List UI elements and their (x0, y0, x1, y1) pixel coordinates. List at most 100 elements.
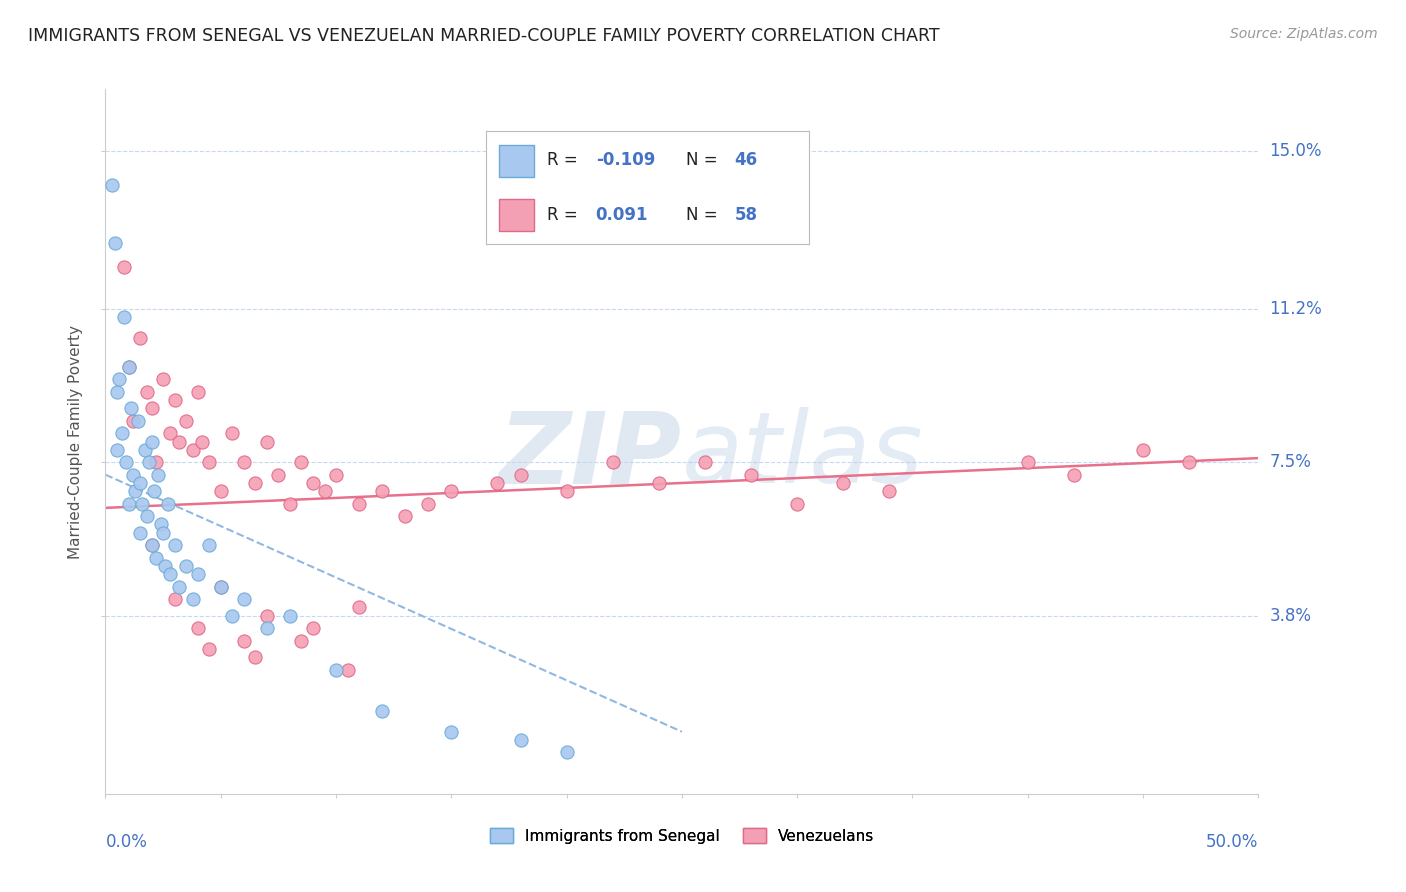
Point (129, 331, 152, 345)
Point (105, 384, 128, 399)
Point (167, 580, 190, 594)
Point (256, 608, 278, 623)
Text: 7.5%: 7.5% (1270, 453, 1312, 471)
Point (117, 497, 139, 511)
Point (602, 455, 624, 469)
Point (256, 434, 278, 449)
Text: 0.0%: 0.0% (105, 832, 148, 851)
Point (371, 484, 394, 499)
Point (347, 600, 370, 615)
Point (187, 621, 209, 635)
Point (127, 414, 149, 428)
Point (232, 592, 254, 607)
Legend: Immigrants from Senegal, Venezuelans: Immigrants from Senegal, Venezuelans (484, 822, 880, 850)
Point (141, 538, 163, 552)
Point (115, 455, 138, 469)
Point (440, 724, 463, 739)
Point (314, 484, 336, 499)
Point (156, 497, 179, 511)
Point (159, 567, 181, 582)
Point (152, 525, 174, 540)
Point (302, 475, 325, 490)
Point (108, 372, 131, 386)
Point (347, 497, 370, 511)
Point (245, 650, 267, 665)
Text: 3.8%: 3.8% (1270, 607, 1312, 624)
Point (302, 621, 325, 635)
Point (440, 484, 463, 499)
Point (117, 359, 139, 374)
Point (555, 746, 578, 760)
Point (256, 621, 278, 635)
Point (394, 509, 416, 524)
Point (181, 592, 204, 607)
Point (136, 384, 159, 399)
Point (145, 550, 167, 565)
Point (187, 384, 209, 399)
Text: 11.2%: 11.2% (1270, 300, 1322, 318)
Point (134, 442, 156, 457)
Point (159, 426, 181, 441)
Point (232, 455, 254, 469)
Text: ZIP: ZIP (499, 407, 682, 504)
Point (786, 497, 808, 511)
Text: atlas: atlas (682, 407, 924, 504)
Point (278, 608, 301, 623)
Point (267, 467, 290, 482)
Point (163, 393, 186, 408)
Point (187, 567, 209, 582)
Point (142, 484, 165, 499)
Point (112, 260, 135, 275)
Point (486, 475, 509, 490)
Point (198, 538, 221, 552)
Point (1017, 455, 1039, 469)
Point (105, 442, 128, 457)
Point (221, 608, 243, 623)
Point (163, 592, 186, 607)
Point (290, 455, 312, 469)
Point (122, 414, 145, 428)
Point (138, 455, 160, 469)
Point (221, 426, 243, 441)
Point (174, 414, 197, 428)
Point (120, 401, 142, 416)
Point (740, 467, 762, 482)
Point (136, 509, 159, 524)
Point (509, 733, 531, 747)
Point (879, 484, 901, 499)
Point (290, 633, 312, 648)
Point (104, 235, 127, 250)
Point (232, 633, 254, 648)
Point (209, 580, 232, 594)
Point (112, 310, 135, 325)
Point (1063, 467, 1085, 482)
Point (555, 484, 578, 499)
Point (122, 467, 145, 482)
Point (152, 372, 174, 386)
Point (278, 497, 301, 511)
Point (129, 475, 152, 490)
Point (648, 475, 671, 490)
Point (198, 641, 221, 656)
Point (209, 484, 232, 499)
Point (418, 497, 440, 511)
Point (174, 558, 197, 573)
Point (141, 538, 163, 552)
Point (131, 497, 153, 511)
Point (198, 455, 221, 469)
Point (141, 434, 163, 449)
Point (167, 434, 190, 449)
Point (155, 558, 177, 573)
Point (325, 663, 347, 677)
Point (209, 580, 232, 594)
Point (191, 434, 214, 449)
Point (1178, 455, 1201, 469)
Point (325, 467, 347, 482)
Point (163, 538, 186, 552)
Point (117, 359, 139, 374)
Point (371, 704, 394, 718)
Point (693, 455, 716, 469)
Point (1132, 442, 1154, 457)
Text: Source: ZipAtlas.com: Source: ZipAtlas.com (1230, 27, 1378, 41)
Text: 50.0%: 50.0% (1206, 832, 1258, 851)
